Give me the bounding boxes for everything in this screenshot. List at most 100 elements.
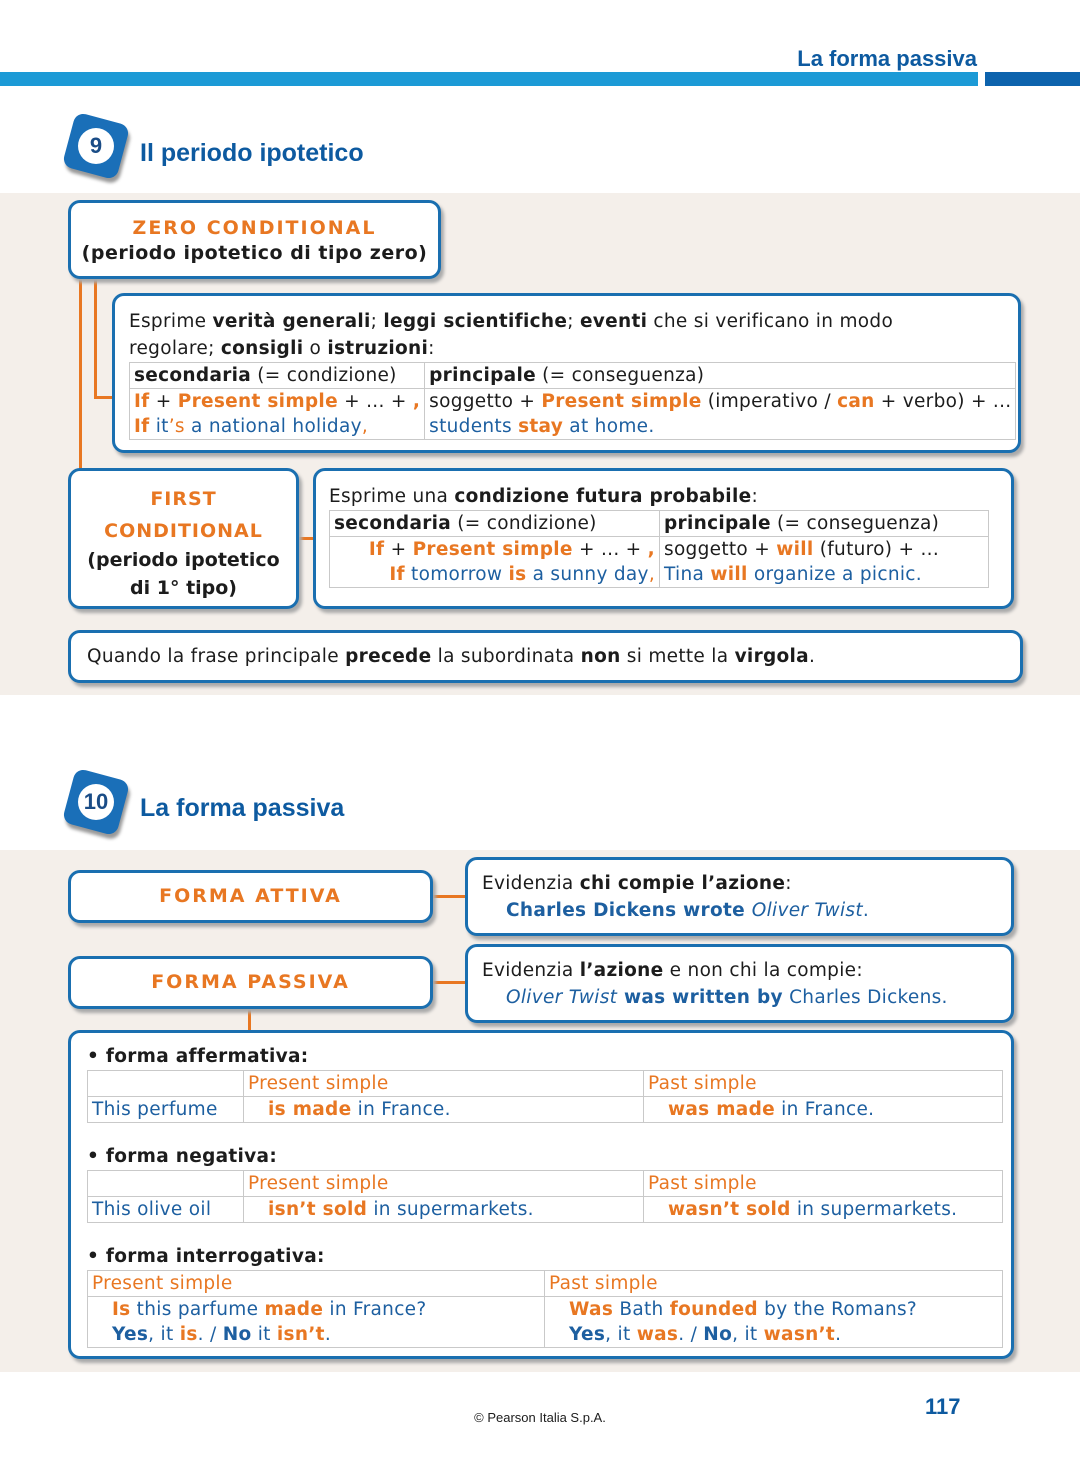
text-segment: students — [429, 416, 519, 437]
first-conditional-description-box: Esprime una condizione futura probabile:… — [313, 468, 1014, 609]
text-segment: at home. — [563, 416, 655, 437]
text-segment: . / — [678, 1324, 704, 1345]
zero-conditional-box: ZERO CONDITIONAL (periodo ipotetico di t… — [68, 200, 441, 279]
text-segment: in France. — [774, 1099, 875, 1120]
forma-passiva-description-box: Evidenzia l’azione e non chi la compie: … — [465, 944, 1014, 1023]
text-segment: Evidenzia — [482, 960, 580, 981]
text-segment: Present simple — [541, 391, 702, 412]
text-segment: (= condizione) — [451, 513, 597, 534]
zero-conditional-description-box: Esprime verità generali; leggi scientifi… — [112, 293, 1021, 453]
text-segment: Is — [112, 1299, 131, 1320]
header-bar-dark — [985, 72, 1080, 86]
text-segment: in supermarkets. — [790, 1199, 958, 1220]
text-segment: istruzioni — [327, 338, 429, 359]
text-segment: it — [251, 1324, 277, 1345]
text-segment: , — [647, 539, 655, 560]
text-segment: l’azione — [579, 960, 664, 981]
affermativa-heading: • forma affermativa: — [87, 1046, 309, 1067]
text-segment: leggi scientifiche — [383, 311, 568, 332]
text-segment: Oliver Twist — [751, 900, 863, 921]
text-segment: verità generali — [212, 311, 371, 332]
text-segment: , it — [605, 1324, 637, 1345]
text-segment: + ... + — [337, 391, 413, 412]
text-segment: was written by — [617, 987, 783, 1008]
text-segment: (= conseguenza) — [770, 513, 940, 534]
text-segment: non — [580, 646, 621, 667]
first-structure-table: secondaria (= condizione) principale (= c… — [329, 510, 989, 588]
text-segment: principale — [429, 365, 536, 386]
text-segment: Bath — [613, 1299, 670, 1320]
text-segment: No — [222, 1324, 252, 1345]
text-segment: precede — [345, 646, 432, 667]
text-segment: ’s — [168, 416, 185, 437]
text-segment: . / — [197, 1324, 223, 1345]
text-segment: will — [710, 564, 748, 585]
text-segment: isn’t sold — [268, 1199, 368, 1220]
first-conditional-box: FIRST CONDITIONAL (periodo ipotetico di … — [68, 468, 299, 609]
text-segment: Was — [569, 1299, 614, 1320]
connector — [298, 537, 314, 540]
text-segment: is — [179, 1324, 198, 1345]
text-segment: Charles Dickens. — [782, 987, 948, 1008]
section-title: Il periodo ipotetico — [140, 139, 364, 167]
first-description: Esprime una condizione futura probabile: — [329, 483, 998, 510]
text-segment: this parfume — [130, 1299, 265, 1320]
text-segment: : — [428, 338, 435, 359]
text-segment: che si verificano in modo regolare; — [129, 311, 894, 359]
text-segment: (futuro) + ... — [813, 539, 940, 560]
section-number-badge: 10 — [61, 767, 131, 837]
text-segment: Charles Dickens wrote — [506, 900, 752, 921]
text-segment: wasn’t — [763, 1324, 836, 1345]
text-segment: in France. — [351, 1099, 451, 1120]
text-segment: (= condizione) — [251, 365, 397, 386]
text-segment: was made — [668, 1099, 775, 1120]
connector — [248, 1008, 251, 1032]
text-segment: Esprime — [129, 311, 213, 332]
text-segment: , — [361, 416, 369, 437]
text-segment: Oliver Twist — [506, 987, 618, 1008]
text-segment: made — [264, 1299, 324, 1320]
text-segment: . — [835, 1324, 842, 1345]
text-segment: . — [808, 646, 816, 667]
text-segment: , — [412, 391, 421, 412]
passive-forms-box: • forma affermativa: Present simple Past … — [68, 1030, 1014, 1359]
text-segment: e non chi la compie: — [663, 960, 863, 981]
section-number-badge: 9 — [61, 111, 131, 181]
text-segment: Yes — [112, 1324, 149, 1345]
text-segment: a sunny day — [526, 564, 649, 585]
text-segment: . — [862, 900, 870, 921]
forma-attiva-description-box: Evidenzia chi compie l’azione: Charles D… — [465, 857, 1014, 936]
zero-conditional-subtitle: (periodo ipotetico di tipo zero) — [81, 242, 428, 264]
text-segment: organize a picnic. — [747, 564, 922, 585]
text-segment: , it — [732, 1324, 764, 1345]
text-segment: soggetto + — [664, 539, 777, 560]
text-segment: Quando la frase principale — [87, 646, 346, 667]
text-segment: Present simple — [412, 539, 573, 560]
affermativa-table: Present simple Past simple This perfume is… — [87, 1070, 1003, 1123]
page-number: 117 — [925, 1394, 961, 1419]
text-segment: Yes — [569, 1324, 606, 1345]
text-segment: eventi — [579, 311, 648, 332]
text-segment: soggetto + — [429, 391, 542, 412]
text-segment: is — [508, 564, 527, 585]
negativa-table: Present simple Past simple This olive oil… — [87, 1170, 1003, 1223]
text-segment: condizione futura probabile — [454, 486, 752, 507]
text-segment: : — [751, 486, 758, 507]
text-segment: o — [303, 338, 328, 359]
text-segment: + ... + — [572, 539, 648, 560]
running-title: La forma passiva — [797, 46, 977, 71]
text-segment: chi compie l’azione — [579, 873, 786, 894]
text-segment: (imperativo / — [701, 391, 838, 412]
zero-structure-table: secondaria (= condizione) principale (= c… — [128, 362, 1017, 440]
text-segment: Esprime una — [329, 486, 455, 507]
header-bar — [0, 72, 978, 86]
connector — [432, 981, 466, 984]
connector — [94, 396, 114, 399]
text-segment: ; — [370, 311, 384, 332]
interrogativa-table: Present simple Past simple Is this parfum… — [87, 1270, 1003, 1348]
text-segment: , — [648, 564, 655, 585]
text-segment: : — [785, 873, 792, 894]
copyright: © Pearson Italia S.p.A. — [474, 1410, 606, 1425]
text-segment: No — [703, 1324, 733, 1345]
text-segment: , it — [148, 1324, 180, 1345]
